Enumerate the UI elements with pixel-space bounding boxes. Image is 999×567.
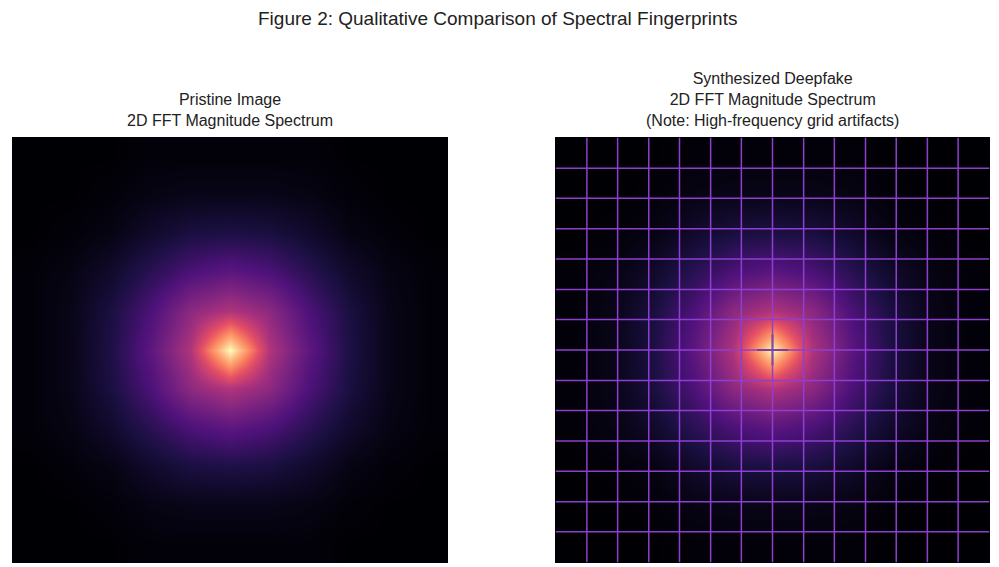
svg-text:Figure 2: Qualitative Comparis: Figure 2: Qualitative Comparison of Spec… bbox=[258, 8, 737, 29]
svg-text:Synthesized Deepfake2D FFT Mag: Synthesized Deepfake2D FFT Magnitude Spe… bbox=[646, 70, 899, 129]
svg-text:Pristine Image2D FFT Magnitude: Pristine Image2D FFT Magnitude Spectrum bbox=[127, 91, 333, 129]
